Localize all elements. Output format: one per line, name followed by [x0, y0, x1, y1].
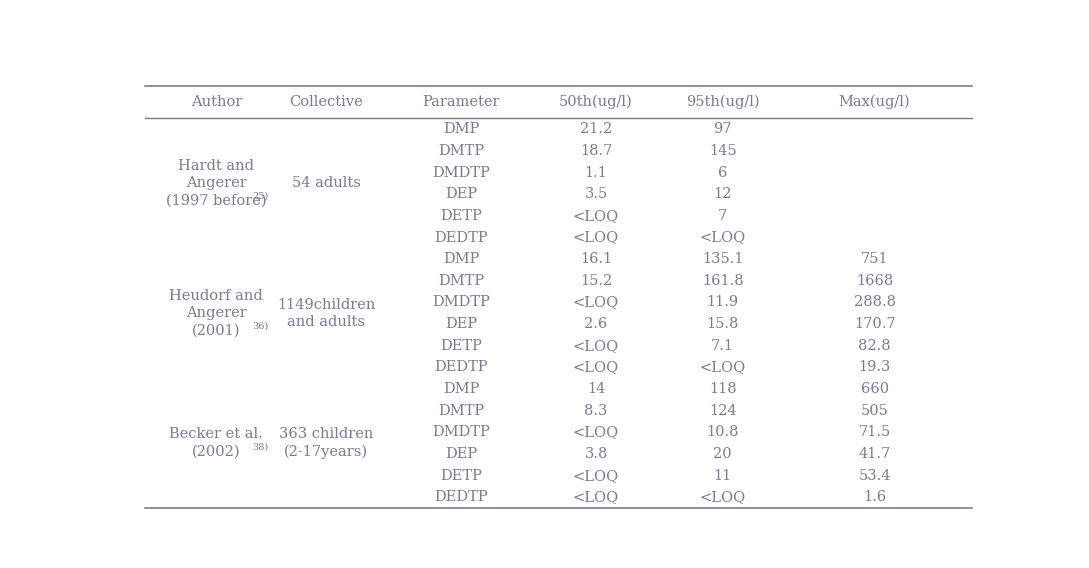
- Text: 95th(ug/l): 95th(ug/l): [686, 95, 759, 109]
- Text: DMDTP: DMDTP: [432, 295, 490, 310]
- Text: 41.7: 41.7: [858, 447, 891, 461]
- Text: <LOQ: <LOQ: [573, 425, 620, 440]
- Text: 38): 38): [252, 442, 268, 451]
- Text: DMP: DMP: [443, 122, 479, 136]
- Text: DEP: DEP: [445, 317, 477, 331]
- Text: 1.1: 1.1: [585, 166, 608, 179]
- Text: 12: 12: [713, 187, 732, 201]
- Text: DMDTP: DMDTP: [432, 166, 490, 179]
- Text: 660: 660: [860, 382, 889, 396]
- Text: DEP: DEP: [445, 447, 477, 461]
- Text: 11: 11: [713, 469, 732, 483]
- Text: 6: 6: [718, 166, 727, 179]
- Text: 97: 97: [713, 122, 732, 136]
- Text: 3.8: 3.8: [585, 447, 608, 461]
- Text: 363 children: 363 children: [279, 428, 374, 441]
- Text: DEDTP: DEDTP: [435, 231, 488, 245]
- Text: and adults: and adults: [287, 315, 365, 329]
- Text: Parameter: Parameter: [423, 95, 500, 109]
- Text: 1.6: 1.6: [864, 490, 886, 504]
- Text: 161.8: 161.8: [702, 274, 744, 288]
- Text: 25): 25): [252, 191, 268, 200]
- Text: <LOQ: <LOQ: [699, 361, 746, 374]
- Text: <LOQ: <LOQ: [699, 231, 746, 245]
- Text: DMTP: DMTP: [438, 144, 485, 158]
- Text: (2002): (2002): [192, 445, 241, 459]
- Text: 21.2: 21.2: [580, 122, 612, 136]
- Text: 1668: 1668: [856, 274, 893, 288]
- Text: DMP: DMP: [443, 252, 479, 266]
- Text: DETP: DETP: [440, 209, 482, 223]
- Text: <LOQ: <LOQ: [573, 490, 620, 504]
- Text: 82.8: 82.8: [858, 339, 891, 353]
- Text: 2.6: 2.6: [585, 317, 608, 331]
- Text: 14: 14: [587, 382, 605, 396]
- Text: 71.5: 71.5: [858, 425, 891, 440]
- Text: 170.7: 170.7: [854, 317, 895, 331]
- Text: 19.3: 19.3: [858, 361, 891, 374]
- Text: 118: 118: [709, 382, 736, 396]
- Text: Author: Author: [191, 95, 242, 109]
- Text: DEDTP: DEDTP: [435, 361, 488, 374]
- Text: <LOQ: <LOQ: [573, 361, 620, 374]
- Text: Max(ug/l): Max(ug/l): [839, 95, 910, 109]
- Text: 8.3: 8.3: [585, 404, 608, 417]
- Text: <LOQ: <LOQ: [573, 469, 620, 483]
- Text: DMTP: DMTP: [438, 274, 485, 288]
- Text: 288.8: 288.8: [854, 295, 895, 310]
- Text: (2-17years): (2-17years): [284, 445, 368, 459]
- Text: Collective: Collective: [290, 95, 363, 109]
- Text: Heudorf and: Heudorf and: [170, 289, 264, 303]
- Text: DEDTP: DEDTP: [435, 490, 488, 504]
- Text: <LOQ: <LOQ: [573, 339, 620, 353]
- Text: 54 adults: 54 adults: [292, 177, 360, 190]
- Text: 3.5: 3.5: [585, 187, 608, 201]
- Text: 751: 751: [860, 252, 889, 266]
- Text: 505: 505: [860, 404, 889, 417]
- Text: (1997 before): (1997 before): [166, 194, 267, 208]
- Text: 135.1: 135.1: [702, 252, 744, 266]
- Text: 16.1: 16.1: [580, 252, 612, 266]
- Text: DEP: DEP: [445, 187, 477, 201]
- Text: <LOQ: <LOQ: [573, 209, 620, 223]
- Text: DETP: DETP: [440, 339, 482, 353]
- Text: 15.8: 15.8: [707, 317, 738, 331]
- Text: DMTP: DMTP: [438, 404, 485, 417]
- Text: 7.1: 7.1: [711, 339, 734, 353]
- Text: 124: 124: [709, 404, 736, 417]
- Text: 18.7: 18.7: [580, 144, 612, 158]
- Text: 36): 36): [252, 321, 268, 330]
- Text: 145: 145: [709, 144, 736, 158]
- Text: Hardt and: Hardt and: [179, 159, 255, 173]
- Text: 11.9: 11.9: [707, 295, 738, 310]
- Text: 10.8: 10.8: [707, 425, 739, 440]
- Text: <LOQ: <LOQ: [573, 231, 620, 245]
- Text: 7: 7: [718, 209, 727, 223]
- Text: Angerer: Angerer: [186, 306, 247, 320]
- Text: DETP: DETP: [440, 469, 482, 483]
- Text: 53.4: 53.4: [858, 469, 891, 483]
- Text: 50th(ug/l): 50th(ug/l): [560, 95, 633, 109]
- Text: Becker et al.: Becker et al.: [170, 428, 264, 441]
- Text: 1149children: 1149children: [277, 298, 376, 312]
- Text: (2001): (2001): [192, 324, 241, 338]
- Text: 20: 20: [713, 447, 732, 461]
- Text: 15.2: 15.2: [580, 274, 612, 288]
- Text: <LOQ: <LOQ: [573, 295, 620, 310]
- Text: DMDTP: DMDTP: [432, 425, 490, 440]
- Text: <LOQ: <LOQ: [699, 490, 746, 504]
- Text: DMP: DMP: [443, 382, 479, 396]
- Text: Angerer: Angerer: [186, 177, 247, 190]
